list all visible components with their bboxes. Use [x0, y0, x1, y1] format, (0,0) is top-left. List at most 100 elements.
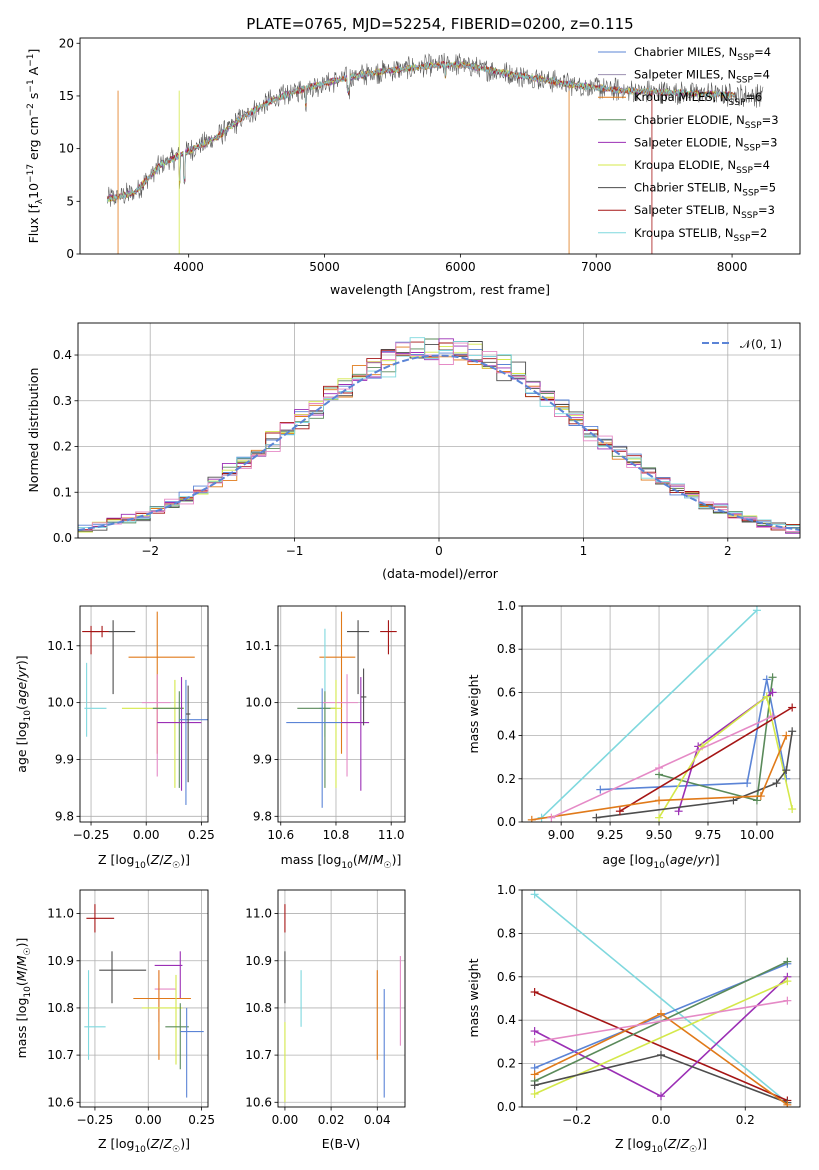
y-tick-label: 0.2 — [497, 1057, 516, 1071]
y-tick-label: 10.9 — [47, 954, 74, 968]
histogram-panel: −2 −1 0 1 2 0.0 0.1 0.2 0.3 0.4 𝒩(0, 1) (data-model… — [26, 322, 801, 581]
y-axis-label: Flux [fλ10−17 erg cm−2 s−1 A−1] — [26, 49, 45, 244]
errorbar-chabrier_miles — [180, 1007, 204, 1098]
plot-area — [82, 611, 208, 805]
errorbar-kroupa_miles — [128, 611, 195, 754]
y-tick-label: 0.0 — [53, 531, 72, 545]
plot-area — [527, 606, 797, 822]
y-tick-label: 0.2 — [497, 772, 516, 786]
weight-line-pink — [534, 999, 788, 1043]
errorbar-chabrier_elodie — [152, 691, 184, 788]
y-tick-label: 10.0 — [47, 696, 74, 710]
y-tick-label: 0.0 — [497, 1100, 516, 1114]
x-tick-label: 0.0 — [651, 1113, 670, 1127]
x-axis-label: wavelength [Angstrom, rest frame] — [330, 282, 550, 297]
y-tick-label: 10.8 — [47, 1001, 74, 1015]
y-tick-label: 0.3 — [53, 394, 72, 408]
y-tick-label: 15 — [59, 89, 74, 103]
y-axis-label: Normed distribution — [26, 368, 41, 493]
legend-label: Salpeter MILES, NSSP=4 — [634, 68, 770, 86]
mass-vs-Z-panel: −0.25 0.00 0.25 10.6 10.7 10.8 10.9 11.0 Z [log1… — [14, 889, 215, 1155]
x-tick-label: 0.25 — [188, 1113, 215, 1127]
errorbar-kroupa_stelib — [84, 970, 106, 1060]
errorbar-kroupa_miles — [133, 970, 191, 1060]
y-tick-label: 9.9 — [253, 752, 272, 766]
x-tick-label: 0.02 — [318, 1113, 345, 1127]
massweight-vs-Z-panel: −0.2 0.0 0.2 0.0 0.2 0.4 0.6 0.8 1.0 Z [log10(Z/Z… — [466, 883, 801, 1155]
y-tick-label: 5 — [66, 194, 74, 208]
plot-area — [286, 611, 397, 808]
x-tick-label: 6000 — [445, 260, 476, 274]
y-tick-label: 10.7 — [245, 1048, 272, 1062]
age-vs-mass-panel: 10.6 10.8 11.0 9.8 9.9 10.0 10.1 mass [log10(M/… — [245, 605, 406, 871]
y-tick-label: 9.8 — [55, 809, 74, 823]
plot-area — [284, 904, 401, 1103]
y-tick-label: 0.6 — [497, 685, 516, 699]
y-tick-label: 11.0 — [245, 907, 272, 921]
legend-label: Kroupa MILES, NSSP=6 — [634, 90, 762, 108]
x-tick-label: 4000 — [173, 260, 204, 274]
y-tick-label: 1.0 — [497, 599, 516, 613]
errorbar-pink — [154, 970, 176, 1023]
legend: Chabrier MILES, NSSP=4 Salpeter MILES, NS… — [598, 45, 779, 244]
legend-label: Salpeter ELODIE, NSSP=3 — [634, 135, 777, 153]
y-axis-label: mass [log10(M/M☉)] — [14, 938, 33, 1059]
x-axis-label: age [log10(age/yr)] — [602, 852, 719, 871]
errorbar-chabrier_miles — [286, 688, 342, 808]
spectrum-kroupa_stelib — [106, 60, 736, 203]
x-tick-label: 9.50 — [646, 828, 673, 842]
weight-line-pink — [551, 715, 773, 819]
x-axis-label: Z [log10(Z/Z☉)] — [615, 1136, 707, 1155]
y-tick-label: 10 — [59, 142, 74, 156]
y-axis-label: mass weight — [466, 958, 481, 1037]
x-tick-label: −0.2 — [562, 1113, 591, 1127]
axes-frame — [77, 322, 801, 539]
errorbar-salpeter_elodie — [154, 951, 183, 999]
y-tick-label: 11.0 — [47, 907, 74, 921]
legend-label: Salpeter STELIB, NSSP=3 — [634, 203, 775, 221]
plot-area — [78, 337, 800, 538]
errorbar-salpeter_stelib — [82, 625, 100, 655]
errorbar-salpeter_stelib — [380, 620, 397, 655]
x-tick-label: 7000 — [581, 260, 612, 274]
y-tick-label: 10.9 — [245, 954, 272, 968]
weight-line-kroupa_miles — [531, 735, 788, 821]
x-tick-label: −2 — [141, 544, 159, 558]
x-tick-label: 9.00 — [548, 828, 575, 842]
errorbar-chabrier_stelib — [360, 668, 367, 726]
axes-frame — [521, 605, 801, 823]
x-tick-label: 0.04 — [364, 1113, 391, 1127]
x-tick-label: 0.25 — [188, 828, 215, 842]
legend-label: Kroupa ELODIE, NSSP=4 — [634, 158, 770, 176]
x-tick-label: 10.00 — [740, 828, 774, 842]
axes-frame — [277, 605, 406, 823]
gaussian-curve — [78, 354, 800, 531]
legend-label: Chabrier ELODIE, NSSP=3 — [634, 113, 779, 131]
legend-label: Chabrier MILES, NSSP=4 — [634, 45, 771, 63]
y-tick-label: 10.1 — [47, 639, 74, 653]
weight-line-salpeter_stelib — [534, 991, 788, 1102]
errorbar-chabrier_stelib — [185, 685, 191, 783]
y-tick-label: 10.8 — [245, 1001, 272, 1015]
plot-area — [84, 904, 204, 1098]
weight-line-salpeter_stelib — [619, 706, 793, 812]
weight-line-kroupa_stelib — [534, 893, 788, 1104]
x-tick-label: 8000 — [717, 260, 748, 274]
y-tick-label: 20 — [59, 36, 74, 50]
figure-title: PLATE=0765, MJD=52254, FIBERID=0200, z=0… — [246, 15, 633, 33]
x-axis-label: mass [log10(M/M☉)] — [281, 852, 402, 871]
axes-frame — [79, 605, 209, 823]
y-tick-label: 0 — [66, 247, 74, 261]
errorbar-chabrier_elodie — [165, 1003, 189, 1070]
errorbar-kroupa_elodie — [141, 974, 183, 1065]
errorbar-salpeter_elodie — [341, 677, 370, 791]
errorbar-chabrier_stelib — [99, 951, 147, 1004]
y-tick-label: 1.0 — [497, 883, 516, 897]
errorbar-kroupa_elodie — [121, 679, 184, 788]
axes-frame — [79, 37, 801, 255]
y-tick-label: 9.9 — [55, 752, 74, 766]
legend-label: Kroupa STELIB, NSSP=2 — [634, 226, 767, 244]
errorbar-chabrier_elodie — [297, 691, 336, 788]
x-axis-label: (data-model)/error — [382, 566, 499, 581]
